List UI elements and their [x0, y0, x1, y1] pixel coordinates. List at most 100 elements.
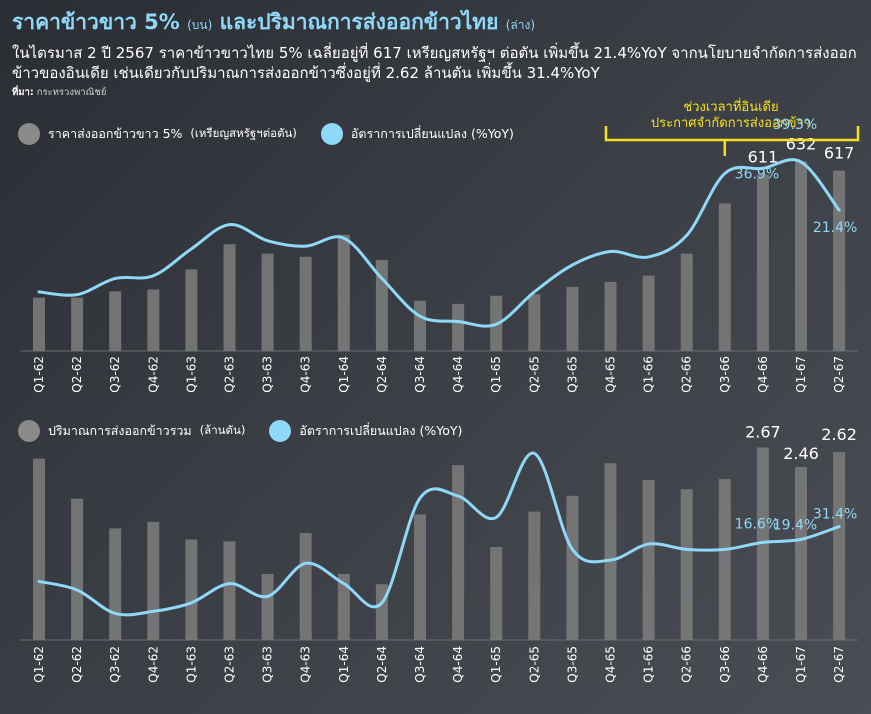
line-value-label-bottom-20: 19.4% — [773, 517, 817, 533]
legend-bar-unit-top: (เหรียญสหรัฐฯต่อตัน) — [190, 126, 297, 140]
bar-top-Q3-63 — [261, 253, 274, 351]
bar-bottom-Q1-63 — [185, 539, 198, 640]
restriction-bracket — [604, 126, 860, 142]
bar-top-Q1-66 — [642, 275, 655, 351]
bar-bottom-Q1-66 — [642, 480, 655, 640]
bar-value-label-bottom-20: 2.46 — [783, 444, 819, 463]
x-tick-top-Q1-66: Q1-66 — [642, 356, 656, 393]
x-tick-bottom-Q2-67: Q2-67 — [832, 646, 846, 683]
bar-value-label-top-20: 632 — [786, 134, 817, 153]
yoy-line-top — [37, 158, 841, 328]
x-tick-bottom-Q4-64: Q4-64 — [451, 646, 465, 683]
x-tick-bottom-Q4-65: Q4-65 — [604, 646, 618, 683]
bar-bottom-Q4-65 — [604, 463, 617, 640]
x-tick-top-Q4-65: Q4-65 — [604, 356, 618, 393]
note-line-2: ประกาศจำกัดการส่งออกข้าว — [650, 116, 812, 131]
title-main-tag: (บน) — [187, 18, 213, 32]
x-tick-bottom-Q2-65: Q2-65 — [527, 646, 541, 683]
legend-bar-swatch-bottom — [18, 420, 40, 442]
x-tick-bottom-Q1-66: Q1-66 — [642, 646, 656, 683]
bar-bottom-Q4-63 — [299, 533, 312, 640]
bar-bottom-Q2-65 — [528, 511, 541, 640]
x-tick-bottom-Q3-63: Q3-63 — [261, 646, 275, 683]
x-tick-bottom-Q1-62: Q1-62 — [32, 646, 46, 683]
x-tick-bottom-Q1-65: Q1-65 — [489, 646, 503, 683]
x-tick-top-Q1-64: Q1-64 — [337, 356, 351, 393]
bar-top-Q4-66 — [756, 174, 769, 351]
bar-bottom-Q3-64 — [414, 514, 426, 640]
x-tick-bottom-Q3-64: Q3-64 — [413, 646, 427, 683]
x-tick-top-Q1-65: Q1-65 — [489, 356, 503, 393]
bar-top-Q3-66 — [718, 203, 731, 351]
bar-top-Q2-67 — [833, 170, 846, 351]
x-tick-top-Q3-66: Q3-66 — [718, 356, 732, 393]
bar-top-Q3-64 — [414, 300, 426, 351]
x-tick-top-Q1-62: Q1-62 — [32, 356, 46, 393]
x-tick-top-Q2-63: Q2-63 — [223, 356, 237, 393]
x-tick-bottom-Q3-65: Q3-65 — [565, 646, 579, 683]
bar-bottom-Q2-66 — [680, 489, 693, 640]
x-tick-top-Q4-62: Q4-62 — [146, 356, 160, 393]
x-tick-bottom-Q2-63: Q2-63 — [223, 646, 237, 683]
bar-bottom-Q4-62 — [147, 521, 160, 640]
x-tick-top-Q4-63: Q4-63 — [299, 356, 313, 393]
x-tick-bottom-Q2-66: Q2-66 — [680, 646, 694, 683]
bar-value-label-top-21: 617 — [824, 144, 855, 163]
bar-bottom-Q1-62 — [33, 458, 45, 640]
x-tick-top-Q3-65: Q3-65 — [565, 356, 579, 393]
line-value-label-bottom-19: 16.6% — [735, 516, 779, 532]
legend-bar-label-top: ราคาส่งออกข้าวขาว 5% — [48, 126, 183, 141]
bar-top-Q3-62 — [109, 291, 122, 351]
legend-line-label-bottom: อัตราการเปลี่ยนแปลง (%YoY) — [299, 423, 463, 438]
bar-bottom-Q2-67 — [833, 452, 846, 640]
x-tick-bottom-Q4-62: Q4-62 — [146, 646, 160, 683]
x-tick-top-Q2-66: Q2-66 — [680, 356, 694, 393]
bar-top-Q2-66 — [680, 253, 693, 351]
subtitle: ในไตรมาส 2 ปี 2567 ราคาข้าวขาวไทย 5% เฉล… — [12, 44, 857, 82]
bar-value-label-bottom-19: 2.67 — [745, 422, 781, 441]
source-value: กระทรวงพาณิชย์ — [36, 87, 107, 98]
x-tick-top-Q2-67: Q2-67 — [832, 356, 846, 393]
bar-bottom-Q3-62 — [109, 528, 122, 640]
x-tick-top-Q2-65: Q2-65 — [527, 356, 541, 393]
x-tick-top-Q3-62: Q3-62 — [108, 356, 122, 393]
bar-top-Q4-62 — [147, 289, 160, 351]
bar-bottom-Q1-64 — [337, 573, 350, 640]
line-value-label-top-20: 39.3% — [773, 117, 817, 133]
yoy-line-bottom — [37, 451, 841, 617]
bar-bottom-Q3-63 — [261, 573, 274, 640]
legend-line-label-top: อัตราการเปลี่ยนแปลง (%YoY) — [350, 126, 514, 141]
x-tick-top-Q1-63: Q1-63 — [184, 356, 198, 393]
x-tick-bottom-Q4-63: Q4-63 — [299, 646, 313, 683]
bar-bottom-Q1-65 — [490, 546, 503, 640]
title-second-tag: (ล่าง) — [505, 18, 536, 32]
title-main: ราคาข้าวขาว 5% — [12, 10, 180, 34]
source-label: ที่มา: — [12, 87, 34, 98]
legend-bar-unit-bottom: (ล้านตัน) — [199, 423, 246, 437]
x-tick-top-Q2-62: Q2-62 — [70, 356, 84, 393]
x-tick-top-Q3-63: Q3-63 — [261, 356, 275, 393]
legend-line-swatch-bottom — [269, 420, 292, 442]
bar-top-Q4-63 — [299, 256, 312, 351]
bar-value-label-top-19: 611 — [748, 147, 779, 166]
x-tick-top-Q2-64: Q2-64 — [375, 356, 389, 393]
note-line-1: ช่วงเวลาที่อินเดีย — [683, 100, 779, 115]
bar-top-Q4-64 — [452, 303, 465, 351]
x-tick-bottom-Q2-62: Q2-62 — [70, 646, 84, 683]
x-tick-bottom-Q1-64: Q1-64 — [337, 646, 351, 683]
bar-bottom-Q2-62 — [71, 498, 84, 640]
bar-value-label-bottom-21: 2.62 — [821, 425, 857, 444]
line-value-label-top-19: 36.9% — [735, 166, 779, 182]
bar-bottom-Q4-64 — [452, 465, 465, 640]
legend-line-swatch-top — [320, 123, 343, 145]
bar-top-Q4-65 — [604, 281, 617, 351]
legend-bottom: ปริมาณการส่งออกข้าวรวม (ล้านตัน) อัตรากา… — [18, 420, 462, 442]
x-tick-top-Q1-67: Q1-67 — [794, 356, 808, 393]
bar-bottom-Q3-65 — [566, 495, 579, 640]
legend-top: ราคาส่งออกข้าวขาว 5% (เหรียญสหรัฐฯต่อตัน… — [18, 123, 514, 145]
legend-bar-label-bottom: ปริมาณการส่งออกข้าวรวม — [48, 423, 192, 438]
india-restriction-note: ช่วงเวลาที่อินเดีย ประกาศจำกัดการส่งออกข… — [600, 100, 862, 132]
bar-top-Q1-64 — [337, 234, 350, 351]
x-tick-bottom-Q4-66: Q4-66 — [756, 646, 770, 683]
